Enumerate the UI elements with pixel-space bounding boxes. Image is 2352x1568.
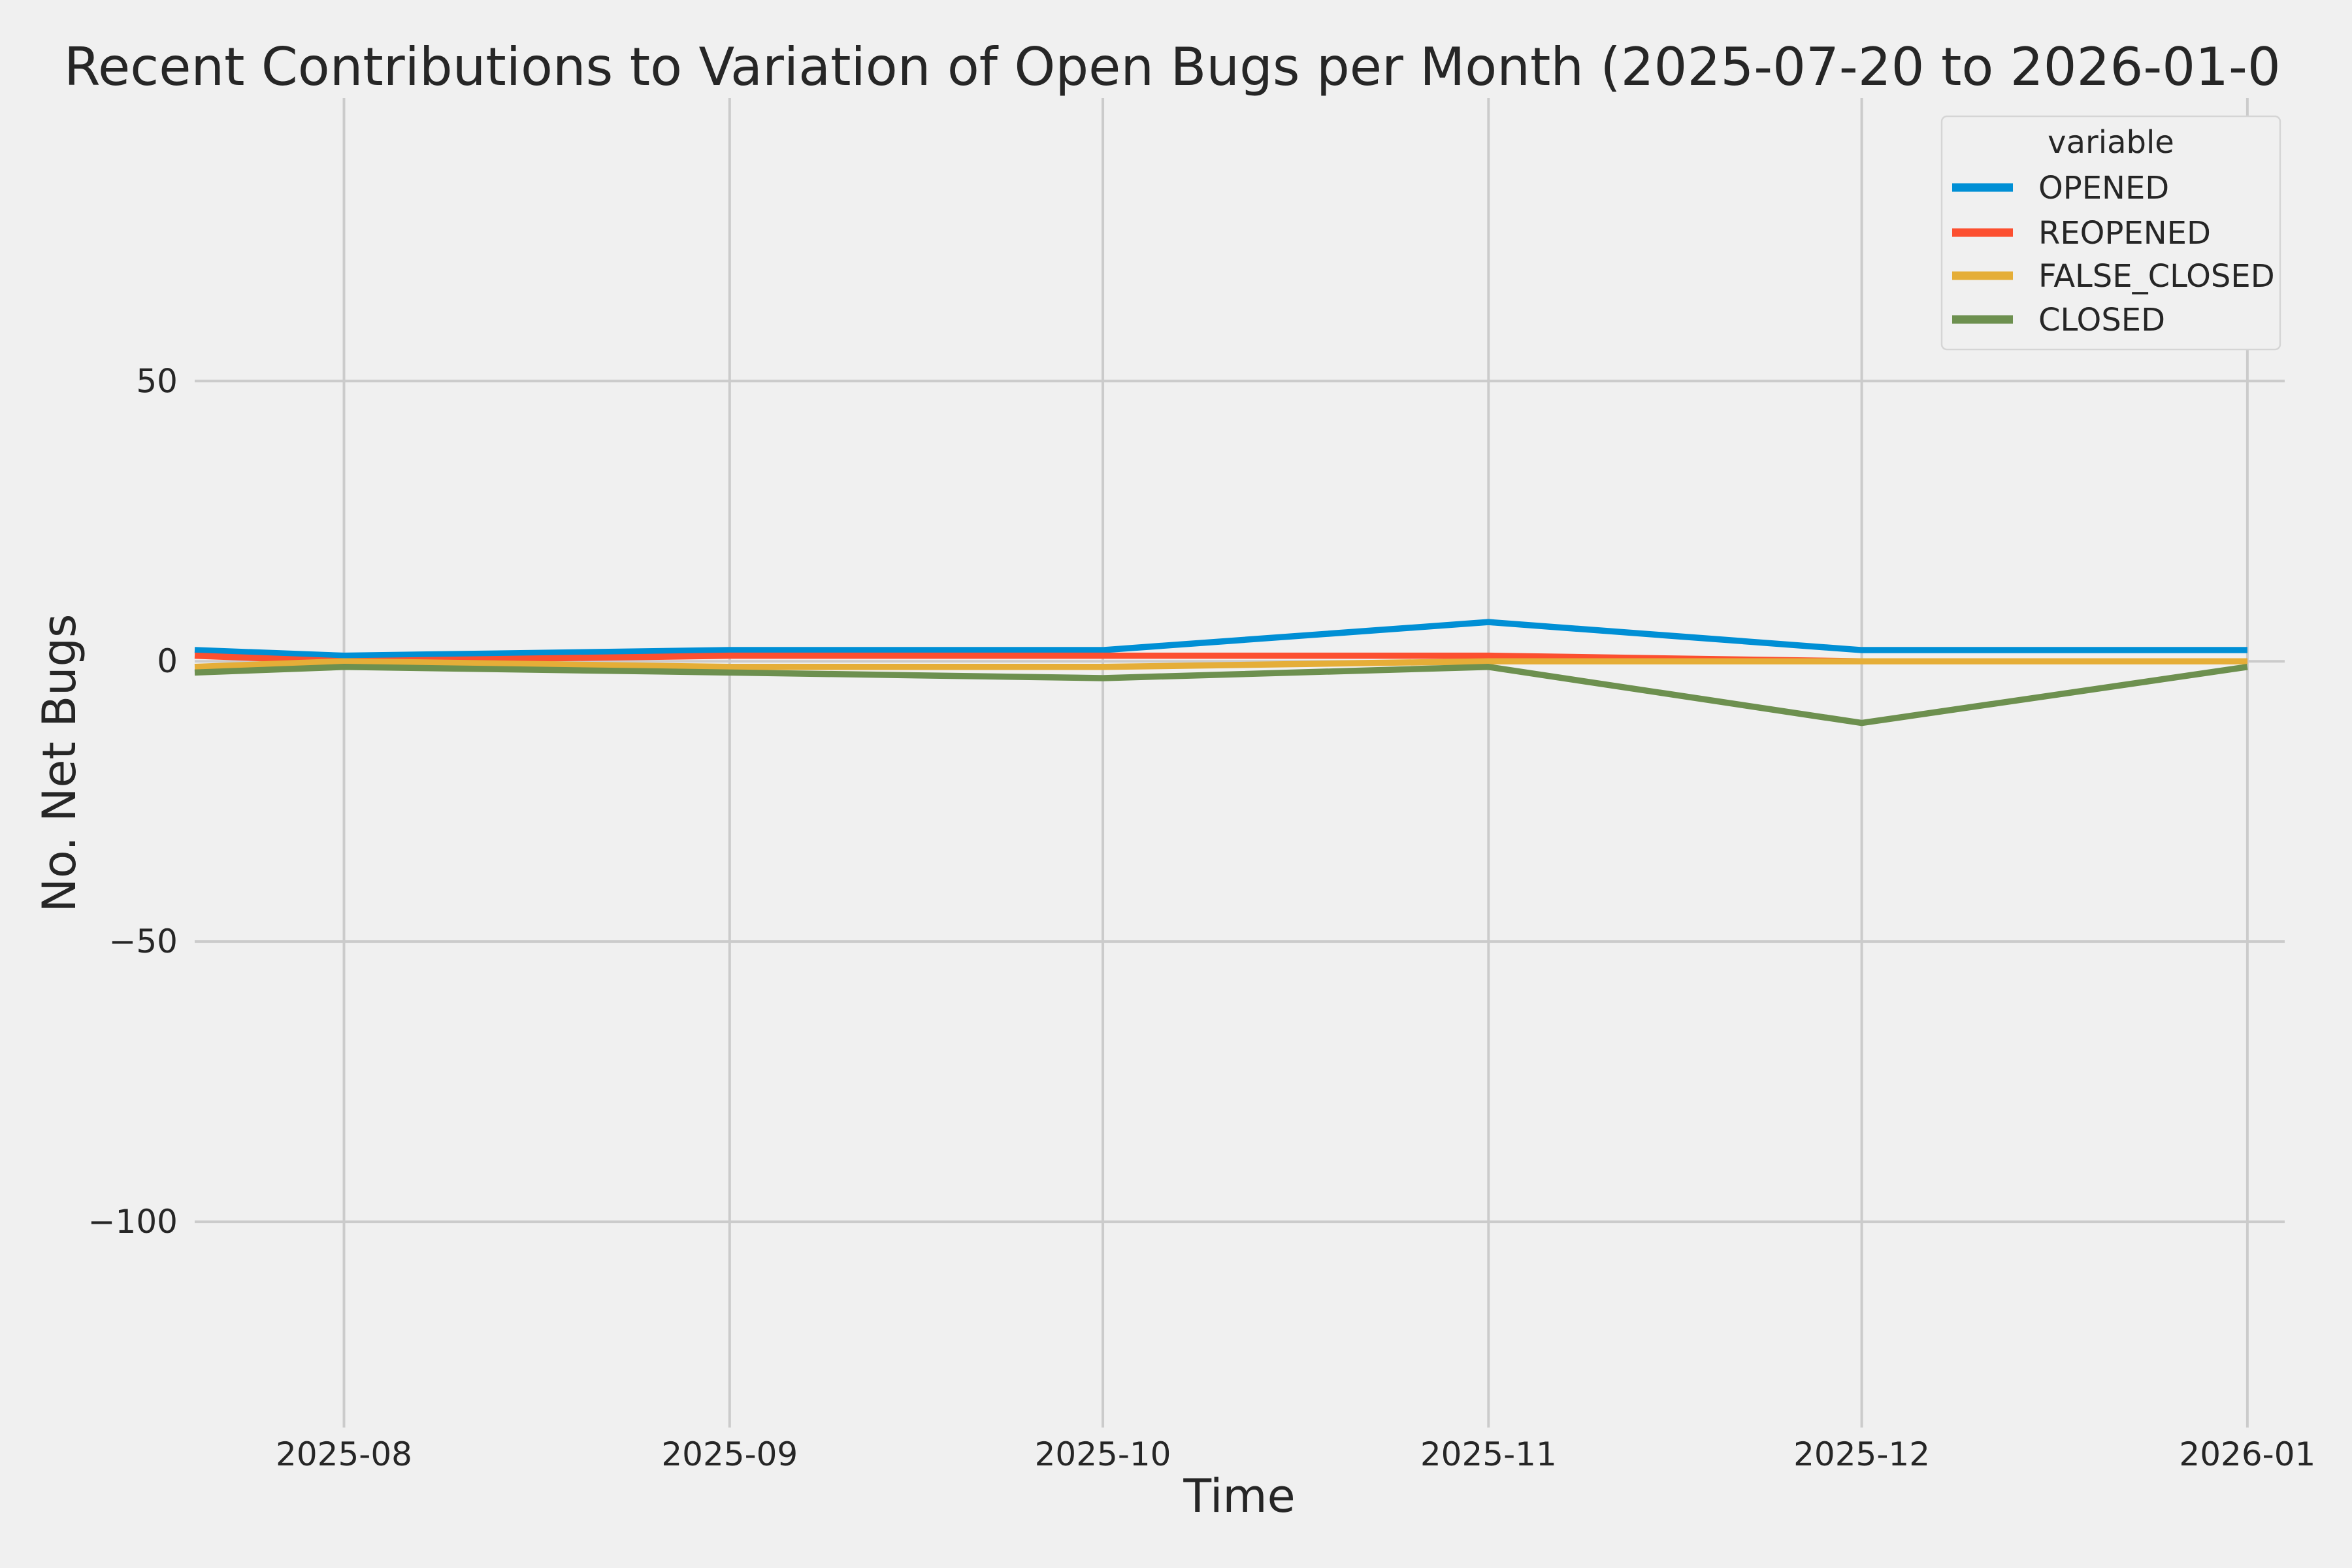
x-axis-label: Time xyxy=(1183,1469,1295,1523)
legend-box xyxy=(1940,115,2281,351)
chart-title: Recent Contributions to Variation of Ope… xyxy=(64,37,2281,97)
grid-layer xyxy=(195,98,2285,1428)
x-tick-label: 2025-08 xyxy=(276,1435,412,1473)
x-tick-label: 2025-10 xyxy=(1035,1435,1171,1473)
y-tick-labels: 50 0 −50 −100 xyxy=(88,362,178,1241)
x-tick-labels: 2025-08 2025-09 2025-10 2025-11 2025-12 2026-… xyxy=(276,1435,2315,1473)
x-tick-label: 2025-11 xyxy=(1420,1435,1557,1473)
series-line-opened xyxy=(194,619,2247,659)
series-line-false_closed xyxy=(194,658,2247,670)
y-tick-label: 50 xyxy=(136,362,178,400)
y-tick-label: −100 xyxy=(88,1203,178,1241)
legend-label-closed: CLOSED xyxy=(2038,302,2165,338)
y-tick-label: −50 xyxy=(108,923,178,960)
series-layer xyxy=(194,619,2248,727)
y-axis-label: No. Net Bugs xyxy=(33,614,86,913)
x-tick-label: 2025-12 xyxy=(1793,1435,1930,1473)
legend: variable OPENED REOPENED FALSE_CLOSED CLOSED xyxy=(1940,115,2281,351)
legend-label-false_closed: FALSE_CLOSED xyxy=(2038,258,2275,295)
x-tick-label: 2026-01 xyxy=(2179,1435,2315,1473)
legend-label-opened: OPENED xyxy=(2038,170,2169,206)
y-tick-label: 0 xyxy=(157,642,178,680)
series-line-closed xyxy=(194,664,2248,727)
legend-label-reopened: REOPENED xyxy=(2038,215,2211,252)
x-tick-label: 2025-09 xyxy=(661,1435,798,1473)
legend-title: variable xyxy=(2048,124,2174,161)
